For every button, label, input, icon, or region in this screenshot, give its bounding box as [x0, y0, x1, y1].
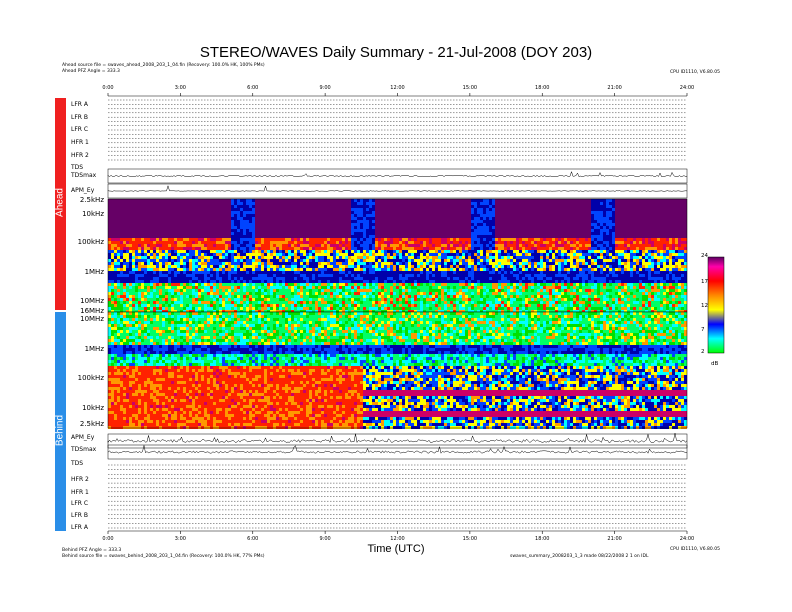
ahead-strip-panels [108, 99, 687, 161]
top-tick-label: 0:00 [102, 85, 114, 91]
top-tick-label: 18:00 [535, 85, 550, 91]
ahead-row-label: HFR 2 [71, 152, 89, 159]
behind-freq-label: 100kHz [77, 374, 104, 382]
ahead-row-label: HFR 1 [71, 139, 89, 146]
bottom-tick-label: 6:00 [247, 536, 259, 542]
ahead-apm-line [107, 184, 688, 192]
behind-freq-label: 1MHz [84, 345, 104, 353]
behind-cpu-text: CPU ID1110, V6.80.05 [670, 547, 720, 552]
behind-source-text: Behind source file = swaves_behind_2008_… [62, 554, 265, 559]
behind-freq-label: 2.5kHz [79, 420, 104, 428]
ahead-freq-label: 10kHz [82, 210, 104, 218]
top-tick-label: 9:00 [319, 85, 331, 91]
ahead-cpu-text: CPU ID1110, V6.80.05 [670, 70, 720, 75]
bottom-tick-label: 24:00 [679, 536, 695, 542]
colorbar [707, 256, 725, 354]
behind-tds-trace [107, 433, 688, 460]
ahead-spectrogram [107, 198, 688, 313]
ahead-row-label: APM_Ey [71, 187, 95, 194]
top-tick-label: 12:00 [390, 85, 405, 91]
ahead-freq-label: 2.5kHz [79, 196, 104, 204]
colorbar-unit-label: dB [711, 361, 719, 367]
ahead-row-label: LFR C [71, 126, 89, 133]
ahead-freq-label: 1MHz [84, 268, 104, 276]
ahead-row-label: LFR B [71, 114, 88, 121]
behind-strip-panels [108, 464, 687, 529]
behind-row-label: HFR 1 [71, 489, 89, 496]
behind-row-label: LFR A [71, 524, 88, 531]
behind-row-label: TDSmax [71, 446, 97, 453]
behind-tdsmax-line [107, 445, 688, 454]
footer-right-text: swaves_summary_2008203_1_3 made 08/22/20… [510, 554, 649, 559]
behind-freq-label: 10kHz [82, 404, 104, 412]
ahead-row-label: LFR A [71, 101, 88, 108]
colorbar-tick-label: 2 [701, 349, 705, 355]
chart-title: STEREO/WAVES Daily Summary - 21-Jul-2008… [199, 44, 593, 61]
bottom-tick-label: 21:00 [607, 536, 622, 542]
ahead-freq-label: 10MHz [80, 297, 104, 305]
bottom-tick-label: 0:00 [102, 536, 114, 542]
ahead-bar [55, 98, 66, 310]
top-tick-label: 24:00 [679, 85, 695, 91]
behind-bar [55, 312, 66, 531]
bottom-tick-label: 3:00 [174, 536, 186, 542]
bottom-time-axis [107, 530, 688, 534]
ahead-tds-trace [107, 168, 688, 199]
behind-row-label: LFR C [71, 500, 89, 507]
bottom-tick-label: 9:00 [319, 536, 331, 542]
behind-freq-label: 16MHz [80, 307, 104, 315]
bottom-tick-label: 18:00 [535, 536, 550, 542]
ahead-source-text: Ahead source file = swaves_ahead_2008_20… [62, 63, 265, 68]
behind-row-label: LFR B [71, 512, 88, 519]
x-axis-label: Time (UTC) [367, 543, 425, 555]
bottom-tick-label: 15:00 [462, 536, 478, 542]
ahead-row-label: TDS [71, 164, 84, 171]
bottom-tick-label: 12:00 [390, 536, 405, 542]
top-tick-label: 21:00 [607, 85, 622, 91]
behind-freq-label: 10MHz [80, 315, 104, 323]
behind-spectrogram [107, 311, 688, 429]
behind-row-label: HFR 2 [71, 476, 89, 483]
top-tick-label: 3:00 [174, 85, 186, 91]
top-tick-label: 6:00 [247, 85, 259, 91]
colorbar-tick-label: 12 [701, 303, 708, 309]
ahead-freq-label: 100kHz [77, 238, 104, 246]
behind-row-label: APM_Ey [71, 434, 95, 441]
colorbar-tick-label: 17 [701, 279, 708, 285]
colorbar-tick-label: 7 [701, 327, 705, 333]
top-tick-label: 15:00 [462, 85, 478, 91]
behind-apm-line [107, 433, 688, 444]
colorbar-tick-label: 24 [701, 253, 708, 259]
ahead-row-label: TDSmax [71, 172, 97, 179]
behind-row-label: TDS [71, 460, 84, 467]
behind-pfz-text: Behind PFZ Angle = 333.3 [62, 548, 122, 553]
top-time-axis [107, 93, 688, 97]
ahead-tdsmax-line [107, 170, 688, 178]
ahead-pfz-text: Ahead PFZ Angle = 333.3 [62, 69, 120, 74]
